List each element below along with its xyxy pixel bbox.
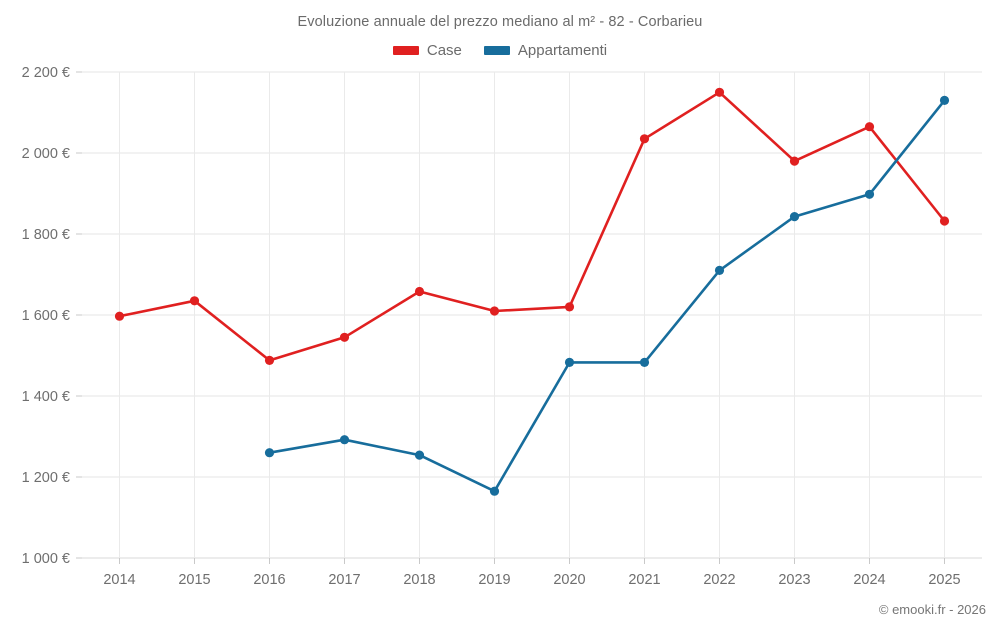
- legend-label-appartamenti: Appartamenti: [517, 42, 608, 59]
- y-tick-label: 1 200 €: [22, 470, 70, 486]
- x-tick-label: 2018: [403, 572, 435, 588]
- x-tick-label: 2014: [103, 572, 135, 588]
- x-tick-label: 2025: [928, 572, 960, 588]
- data-point-case[interactable]: [264, 355, 275, 365]
- y-tick-label: 2 200 €: [22, 65, 70, 81]
- data-point-case[interactable]: [339, 332, 350, 342]
- chart-legend: Case Appartamenti: [0, 42, 1000, 59]
- y-tick-label: 1 000 €: [22, 551, 70, 567]
- data-point-case[interactable]: [714, 87, 725, 97]
- y-tick-label: 1 600 €: [22, 308, 70, 324]
- x-tick-label: 2023: [778, 572, 810, 588]
- x-tick-label: 2021: [628, 572, 660, 588]
- footer-credit: © emooki.fr - 2026: [878, 602, 986, 617]
- x-tick-label: 2024: [853, 572, 885, 588]
- series-line-case: [118, 91, 946, 362]
- data-point-appartamenti[interactable]: [864, 189, 875, 199]
- data-point-case[interactable]: [489, 306, 500, 316]
- y-tick-label: 2 000 €: [22, 146, 70, 162]
- data-point-case[interactable]: [114, 311, 125, 321]
- data-point-case[interactable]: [939, 216, 950, 226]
- data-point-appartamenti[interactable]: [489, 486, 500, 496]
- data-point-case[interactable]: [564, 302, 575, 312]
- x-tick-label: 2015: [178, 572, 210, 588]
- legend-label-case: Case: [426, 42, 462, 59]
- data-point-appartamenti[interactable]: [714, 265, 725, 275]
- data-point-appartamenti[interactable]: [414, 450, 425, 460]
- x-axis-ticks: 2014 2015 2016 2017 2018 2019 2020 2021 2022 2023…: [103, 558, 961, 588]
- y-tick-label: 1 400 €: [22, 389, 70, 405]
- gridlines: [82, 71, 982, 559]
- data-point-case[interactable]: [639, 134, 650, 144]
- x-tick-label: 2016: [253, 572, 285, 588]
- x-tick-label: 2017: [328, 572, 360, 588]
- data-point-appartamenti[interactable]: [939, 95, 950, 105]
- data-point-appartamenti[interactable]: [564, 357, 575, 367]
- x-tick-label: 2019: [478, 572, 510, 588]
- data-point-case[interactable]: [789, 156, 800, 166]
- legend-swatch-case: [392, 46, 419, 55]
- data-point-appartamenti[interactable]: [264, 448, 275, 458]
- x-tick-label: 2022: [703, 572, 735, 588]
- data-series: [114, 87, 950, 496]
- legend-swatch-appartamenti: [483, 46, 510, 55]
- data-point-case[interactable]: [414, 286, 425, 297]
- y-tick-label: 1 800 €: [22, 227, 70, 243]
- chart-title: Evoluzione annuale del prezzo mediano al…: [297, 14, 703, 30]
- data-point-appartamenti[interactable]: [789, 212, 800, 222]
- data-point-appartamenti[interactable]: [639, 357, 650, 367]
- data-point-case[interactable]: [864, 122, 875, 132]
- data-point-case[interactable]: [189, 296, 200, 306]
- y-axis-ticks: 1 000 € 1 200 € 1 400 € 1 600 € 1 800 € 2 000…: [22, 65, 82, 567]
- x-tick-label: 2020: [553, 572, 585, 588]
- series-line-appartamenti: [268, 99, 946, 493]
- legend-item-appartamenti[interactable]: Appartamenti: [483, 42, 608, 59]
- data-point-appartamenti[interactable]: [339, 435, 350, 445]
- legend-item-case[interactable]: Case: [392, 42, 462, 59]
